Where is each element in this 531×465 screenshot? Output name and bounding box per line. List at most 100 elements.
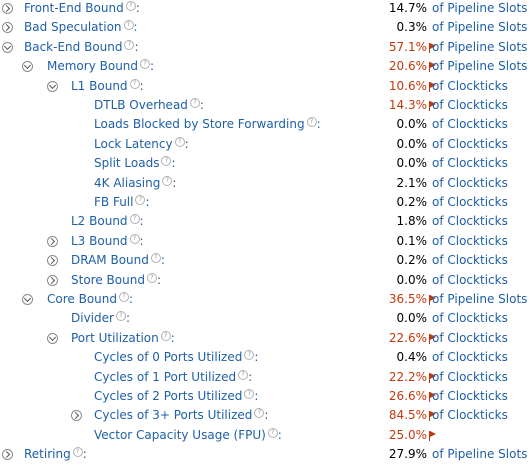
- expand-toggle-icon[interactable]: [2, 449, 13, 461]
- metric-unit-link[interactable]: of Clockticks: [432, 195, 508, 209]
- metric-label[interactable]: Core Bound?:: [47, 292, 133, 307]
- metric-unit-link[interactable]: of Pipeline Slots: [432, 20, 528, 35]
- label-colon: :: [145, 195, 150, 209]
- expand-toggle-icon[interactable]: [47, 255, 58, 267]
- help-icon[interactable]: ?: [119, 292, 129, 302]
- metric-value: 27.9%: [388, 447, 427, 462]
- metric-label[interactable]: Store Bound?:: [71, 272, 161, 288]
- metric-unit-link[interactable]: of Clockticks: [432, 311, 508, 326]
- collapse-toggle-icon[interactable]: [22, 61, 33, 73]
- metric-unit-link[interactable]: of Pipeline Slots: [432, 1, 528, 15]
- issue-flag-icon: [429, 392, 436, 402]
- metric-unit-link[interactable]: of Clockticks: [432, 136, 508, 151]
- help-icon[interactable]: ?: [244, 389, 255, 399]
- collapse-toggle-icon[interactable]: [47, 80, 58, 92]
- metric-label[interactable]: L2 Bound?:: [71, 214, 144, 229]
- metric-unit-link[interactable]: of Clockticks: [432, 175, 508, 190]
- help-icon[interactable]: ?: [150, 253, 161, 264]
- help-icon[interactable]: ?: [267, 427, 278, 438]
- metric-unit-link[interactable]: of Clockticks: [432, 253, 508, 268]
- help-icon[interactable]: ?: [174, 136, 185, 147]
- metric-label[interactable]: 4K Aliasing?:: [94, 175, 177, 191]
- metric-unit-link[interactable]: of Clockticks: [432, 330, 508, 345]
- expand-toggle-icon[interactable]: [2, 3, 13, 14]
- label-colon: :: [172, 175, 177, 190]
- metric-unit-link[interactable]: of Clockticks: [432, 233, 508, 248]
- help-icon[interactable]: ?: [238, 369, 249, 380]
- metric-unit-link[interactable]: of Clockticks: [432, 272, 508, 287]
- help-icon[interactable]: ?: [72, 447, 83, 458]
- metric-label[interactable]: Cycles of 3+ Ports Utilized?:: [94, 408, 268, 423]
- help-icon[interactable]: ?: [115, 311, 126, 322]
- metric-unit-link[interactable]: of Pipeline Slots: [432, 292, 528, 306]
- metric-unit-link[interactable]: of Clockticks: [432, 78, 508, 93]
- help-icon[interactable]: ?: [140, 59, 151, 70]
- metric-unit-link[interactable]: of Clockticks: [432, 350, 508, 365]
- label-colon: :: [264, 408, 269, 423]
- metric-name: 4K Aliasing: [94, 175, 161, 190]
- metric-label[interactable]: FB Full?:: [94, 195, 150, 210]
- metric-name: Cycles of 0 Ports Utilized: [94, 350, 243, 365]
- metric-value: 22.2%: [388, 369, 427, 384]
- help-icon[interactable]: ?: [254, 408, 265, 419]
- collapse-toggle-icon[interactable]: [22, 294, 33, 305]
- help-icon[interactable]: ?: [129, 233, 140, 244]
- help-icon[interactable]: ?: [123, 20, 134, 31]
- metric-unit-link[interactable]: of Clockticks: [432, 369, 508, 384]
- metric-label[interactable]: Loads Blocked by Store Forwarding?:: [94, 117, 321, 132]
- expand-toggle-icon[interactable]: [71, 410, 82, 422]
- help-icon[interactable]: ?: [124, 39, 135, 50]
- metric-unit-link[interactable]: of Pipeline Slots: [432, 59, 528, 74]
- metric-label[interactable]: Divider?:: [71, 311, 130, 326]
- metric-unit-link[interactable]: of Clockticks: [432, 156, 508, 171]
- help-icon[interactable]: ?: [189, 98, 200, 108]
- metric-row-fb-full: FB Full?: 0.2% of Clockticks: [0, 194, 531, 213]
- metric-label[interactable]: L1 Bound?:: [71, 78, 144, 94]
- help-icon[interactable]: ?: [160, 330, 171, 341]
- label-colon: :: [277, 427, 282, 442]
- metric-label[interactable]: Cycles of 0 Ports Utilized?:: [94, 350, 258, 365]
- help-icon[interactable]: ?: [306, 117, 317, 128]
- metric-value: 0.0%: [396, 136, 428, 151]
- metric-label[interactable]: Split Loads?:: [94, 156, 176, 171]
- help-icon[interactable]: ?: [162, 175, 173, 186]
- help-icon[interactable]: ?: [125, 1, 136, 11]
- help-icon[interactable]: ?: [244, 350, 255, 361]
- label-colon: :: [150, 59, 155, 74]
- metric-unit-link[interactable]: of Pipeline Slots: [432, 447, 528, 462]
- metric-label[interactable]: Lock Latency?:: [94, 136, 189, 152]
- metric-label[interactable]: Back-End Bound?:: [24, 39, 139, 55]
- metric-label[interactable]: Front-End Bound?:: [24, 1, 140, 16]
- metric-label[interactable]: Cycles of 2 Ports Utilized?:: [94, 389, 258, 404]
- metric-unit-link[interactable]: of Clockticks: [432, 214, 508, 229]
- metric-unit-link[interactable]: of Clockticks: [432, 389, 508, 403]
- expand-toggle-icon[interactable]: [2, 22, 13, 34]
- help-icon[interactable]: ?: [135, 195, 146, 205]
- help-icon[interactable]: ?: [129, 78, 140, 89]
- metric-label[interactable]: DTLB Overhead?:: [94, 98, 204, 113]
- metric-name: Loads Blocked by Store Forwarding: [94, 117, 305, 132]
- metric-label[interactable]: L3 Bound?:: [71, 233, 144, 249]
- metric-label[interactable]: Port Utilization?:: [71, 330, 175, 346]
- collapse-toggle-icon[interactable]: [47, 332, 58, 344]
- expand-toggle-icon[interactable]: [47, 235, 58, 247]
- help-icon[interactable]: ?: [129, 214, 140, 225]
- metric-label[interactable]: Bad Speculation?:: [24, 20, 138, 35]
- metric-unit-link[interactable]: of Clockticks: [432, 98, 508, 112]
- expand-toggle-icon[interactable]: [47, 274, 58, 286]
- metric-unit-link[interactable]: of Pipeline Slots: [432, 39, 528, 54]
- metric-unit-link[interactable]: of Clockticks: [432, 117, 508, 132]
- metric-label[interactable]: Memory Bound?:: [47, 59, 154, 74]
- help-icon[interactable]: ?: [146, 272, 157, 283]
- metric-unit-link[interactable]: of Clockticks: [432, 408, 508, 423]
- help-icon[interactable]: ?: [161, 156, 172, 167]
- metric-label[interactable]: Retiring?:: [24, 447, 87, 462]
- metric-label[interactable]: Cycles of 1 Port Utilized?:: [94, 369, 252, 385]
- metric-value: 2.1%: [396, 175, 428, 190]
- collapse-toggle-icon[interactable]: [2, 41, 13, 53]
- metric-row-cycles-of-3-ports-utilized: Cycles of 3+ Ports Utilized?: 84.5% of Clo…: [0, 407, 531, 426]
- metric-label[interactable]: DRAM Bound?:: [71, 253, 165, 268]
- issue-flag-icon: [429, 333, 436, 344]
- metric-label[interactable]: Vector Capacity Usage (FPU)?:: [94, 427, 282, 443]
